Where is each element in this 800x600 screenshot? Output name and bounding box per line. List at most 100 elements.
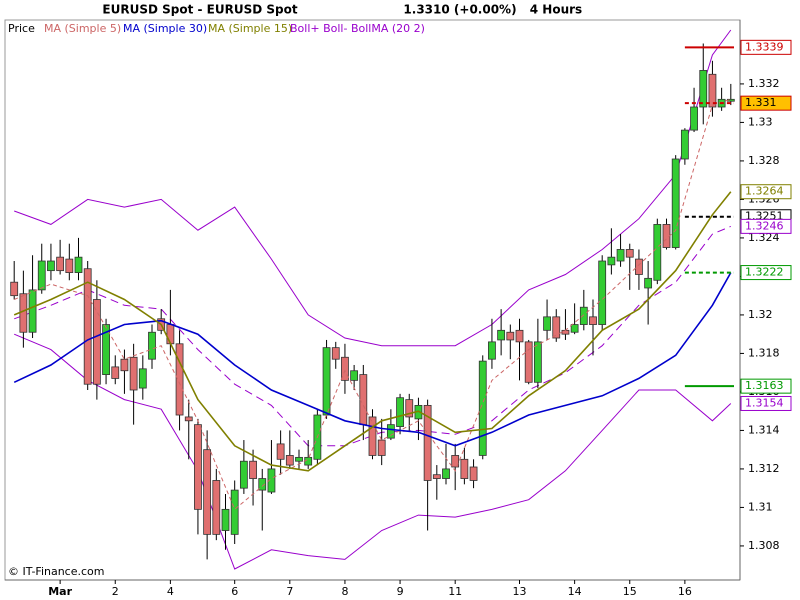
price-marker-box <box>740 95 792 111</box>
price-marker-label: 1.3154 <box>745 396 784 409</box>
ma-line <box>13 272 732 447</box>
candle-body <box>671 158 680 248</box>
candle-body <box>129 356 138 391</box>
price-marker-label: 1.3246 <box>745 219 784 232</box>
x-tick-label: 6 <box>231 585 238 598</box>
candle-body <box>28 289 37 333</box>
candle-body <box>295 456 303 462</box>
candle-body <box>561 329 570 335</box>
y-tick-label: 1.32 <box>748 308 773 321</box>
candle-body <box>469 466 478 481</box>
x-tick-label: Mar <box>48 585 72 598</box>
candle-body <box>285 455 294 466</box>
candle-body <box>74 256 83 273</box>
candle-body <box>350 370 359 381</box>
y-tick-label: 1.308 <box>748 539 780 552</box>
chart-title: EURUSD Spot - EURUSD Spot <box>102 3 297 17</box>
candle-body <box>359 374 368 426</box>
candle-body <box>10 281 19 297</box>
candle-body <box>405 399 414 418</box>
candle-body <box>341 356 349 381</box>
price-marker-label: 1.331 <box>745 96 777 109</box>
price-marker-box <box>740 184 792 200</box>
x-tick-label: 8 <box>341 585 348 598</box>
y-tick-label: 1.314 <box>748 423 780 436</box>
y-tick-label: 1.312 <box>748 462 780 475</box>
x-tick-label: 2 <box>112 585 119 598</box>
candle-body <box>616 249 625 262</box>
candle-body <box>230 489 239 535</box>
candle-body <box>432 474 441 479</box>
candle-body <box>368 416 377 456</box>
price-marker-box <box>740 39 792 55</box>
price-marker-label: 1.3222 <box>745 266 784 279</box>
candle-body <box>460 458 469 479</box>
x-tick-label: 4 <box>167 585 174 598</box>
candle-body <box>377 439 386 456</box>
candle-body <box>579 306 588 325</box>
candle-body <box>120 358 129 372</box>
y-tick-label: 1.33 <box>748 115 773 128</box>
legend-entry: MA (Simple 30) <box>123 22 207 35</box>
candle-body <box>47 260 55 272</box>
x-tick-label: 15 <box>623 585 637 598</box>
candle-body <box>570 324 579 333</box>
candle-body <box>543 316 551 331</box>
legend-entry: MA (Simple 15) <box>208 22 292 35</box>
candle-body <box>699 70 708 108</box>
candle-body <box>589 316 597 325</box>
candle-body <box>524 341 533 383</box>
x-tick-label: 14 <box>568 585 582 598</box>
y-tick-label: 1.332 <box>748 77 780 90</box>
chart-subtitle: 1.3310 (+0.00%) <box>403 3 516 17</box>
candle-body <box>184 416 193 422</box>
candle-body <box>239 460 248 489</box>
candle-body <box>497 329 506 341</box>
candle-body <box>644 277 653 289</box>
candle-body <box>102 324 110 375</box>
candle-body <box>653 224 662 281</box>
candle-body <box>680 129 689 160</box>
candle-body <box>635 258 643 275</box>
legend-entry: Price <box>8 22 35 35</box>
candle-body <box>331 347 340 360</box>
candle-body <box>37 260 46 291</box>
ma-line <box>13 191 732 472</box>
x-tick-label: 16 <box>678 585 692 598</box>
candle-body <box>304 456 313 466</box>
y-tick-label: 1.324 <box>748 231 780 244</box>
price-marker-box <box>740 218 792 234</box>
x-tick-label: 13 <box>513 585 527 598</box>
candle-body <box>221 508 230 531</box>
candle-body <box>267 468 276 493</box>
candle-body <box>533 341 542 383</box>
candle-body <box>65 258 74 273</box>
candle-body <box>203 449 212 535</box>
candle-body <box>166 324 175 345</box>
price-marker-label: 1.3339 <box>745 40 784 53</box>
x-tick-label: 11 <box>448 585 462 598</box>
candle-body <box>258 478 267 491</box>
bollinger-lower <box>14 333 732 570</box>
candle-body <box>607 256 616 266</box>
price-marker-label: 1.3264 <box>745 185 784 198</box>
candle-body <box>249 460 257 479</box>
candle-body <box>506 331 515 341</box>
price-marker-box <box>740 378 792 394</box>
legend-entry: MA (Simple 5) <box>44 22 121 35</box>
y-tick-label: 1.328 <box>748 154 780 167</box>
candle-body <box>19 293 28 333</box>
price-marker-box <box>740 395 792 411</box>
candle-body <box>83 268 92 385</box>
candle-body <box>423 404 432 481</box>
candle-body <box>451 455 460 468</box>
candle-body <box>598 260 607 325</box>
candle-body <box>92 299 101 385</box>
price-marker-label: 1.3163 <box>745 379 784 392</box>
legend-entry: Boll+ Boll- BollMA (20 2) <box>290 22 425 35</box>
candle-body <box>515 329 524 343</box>
candle-body <box>175 343 184 416</box>
candle-body <box>690 106 698 131</box>
